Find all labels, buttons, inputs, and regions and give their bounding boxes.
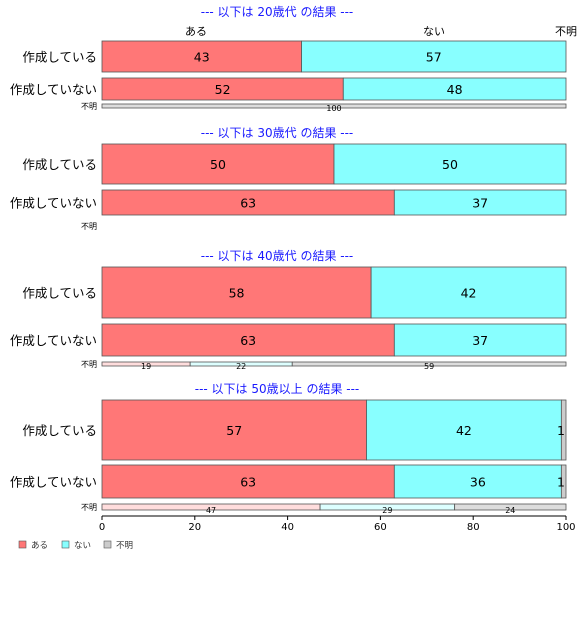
data-label: 42 [461,286,477,301]
data-label: 50 [210,157,226,172]
bar-segment [101,464,395,499]
data-label: 63 [240,333,256,348]
category-label: 作成している [22,50,97,65]
data-label: 47 [206,506,216,515]
bar-segment [370,266,567,319]
category-label: 不明 [81,503,97,512]
x-tick-label: 40 [281,522,294,533]
bar-segment [393,189,567,216]
bar-segment [101,266,372,319]
data-label: 19 [141,362,151,371]
bar-segment [101,189,395,216]
data-label: 29 [382,506,392,515]
bar-segment [454,503,567,511]
data-label: 59 [424,362,434,371]
bar-segment [560,399,567,461]
category-label: 作成していない [10,196,97,211]
x-tick-label: 80 [467,522,480,533]
category-label: 作成していない [10,475,97,490]
data-label: 63 [240,196,256,211]
bar-segment [291,361,567,367]
data-label: 22 [236,362,246,371]
bar-segment [393,323,567,357]
bar-segment [301,40,567,73]
bar-segment [101,40,302,73]
legend-label: ない [74,541,91,551]
category-label: 作成していない [10,333,97,348]
category-label: 不明 [81,360,97,369]
data-label: 48 [447,82,463,97]
category-label: 不明 [81,102,97,111]
data-label: 43 [194,50,210,65]
panel-title: --- 以下は 30歳代 の結果 --- [201,126,354,140]
data-label: 37 [472,333,488,348]
column-label: 不明 [555,25,577,38]
legend-swatch [61,540,70,549]
data-label: 63 [240,475,256,490]
data-label: 50 [442,157,458,172]
bar-segment [366,399,562,461]
bar-segment [342,77,567,101]
x-tick-label: 20 [188,522,201,533]
bar-segment [333,143,567,185]
panel-title: --- 以下は 40歳代 の結果 --- [201,249,354,263]
data-label: 42 [456,423,472,438]
bar-segment [560,464,567,499]
category-label: 作成していない [10,82,97,97]
category-label: 作成している [22,423,97,438]
data-label: 57 [226,423,242,438]
panel-title: --- 以下は 50歳以上 の結果 --- [195,382,360,396]
bar-segment [101,103,567,109]
legend-swatch [18,540,27,549]
legend-swatch [103,540,112,549]
column-label: ない [423,25,445,38]
legend-label: ある [31,541,48,551]
bar-segment [101,143,335,185]
data-label: 1 [557,475,565,490]
bar-segment [101,399,367,461]
x-tick-label: 100 [556,522,575,533]
panel-title: --- 以下は 20歳代 の結果 --- [201,5,354,19]
data-label: 24 [505,506,515,515]
legend-label: 不明 [116,541,133,551]
category-label: 不明 [81,222,97,231]
x-tick-label: 60 [374,522,387,533]
data-label: 52 [215,82,231,97]
data-label: 1 [557,423,565,438]
data-label: 36 [470,475,486,490]
column-label: ある [185,25,207,38]
category-label: 作成している [22,157,97,172]
category-label: 作成している [22,286,97,301]
x-tick-label: 0 [99,522,105,533]
bar-segment [393,464,562,499]
data-label: 100 [326,104,341,113]
data-label: 57 [426,50,442,65]
data-label: 37 [472,196,488,211]
data-label: 58 [229,286,245,301]
